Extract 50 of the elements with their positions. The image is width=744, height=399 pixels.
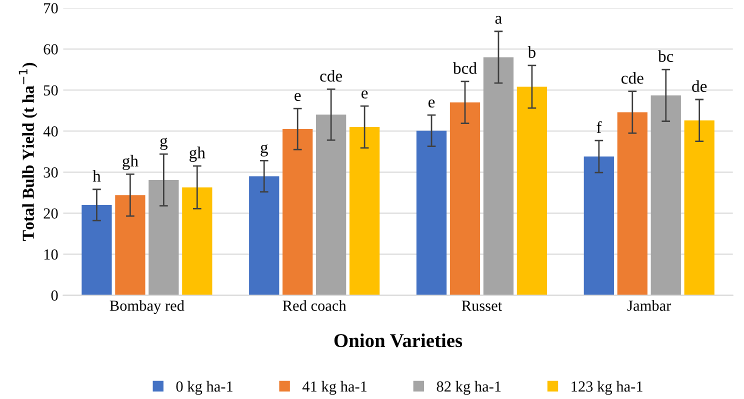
- bar: [115, 195, 146, 296]
- legend-label: 0 kg ha-1: [176, 380, 232, 395]
- bar: [82, 204, 112, 296]
- bar: [182, 187, 212, 296]
- data-label: b: [528, 46, 536, 58]
- legend-label: 41 kg ha-1: [302, 380, 367, 395]
- data-label: h: [92, 170, 101, 182]
- data-label: bcd: [452, 62, 477, 74]
- bar: [349, 126, 380, 296]
- y-tick-label: 50: [44, 85, 58, 96]
- bar: [650, 95, 681, 296]
- legend-label: 123 kg ha-1: [572, 380, 642, 395]
- x-tick-label: Russet: [462, 300, 502, 311]
- y-tick-label: 10: [44, 249, 58, 260]
- y-tick-label: 30: [44, 167, 58, 178]
- data-label: bc: [658, 50, 674, 62]
- data-label: g: [160, 138, 168, 150]
- data-label: gh: [122, 154, 138, 170]
- bar: [483, 57, 514, 296]
- y-tick-label: 60: [44, 44, 58, 54]
- bar: [416, 130, 447, 296]
- x-tick-label: Jambar: [627, 300, 672, 311]
- y-tick-label: 20: [44, 208, 58, 219]
- bar: [516, 86, 548, 296]
- bar: [282, 129, 313, 296]
- y-tick-label: 0: [51, 290, 58, 301]
- bar: [684, 120, 714, 296]
- bar: [249, 176, 280, 296]
- data-label: cde: [621, 72, 644, 84]
- bar: [617, 112, 648, 296]
- bar: [148, 180, 179, 296]
- data-label: g: [260, 144, 268, 156]
- data-label: f: [596, 121, 602, 133]
- data-label: e: [362, 90, 368, 99]
- data-label: e: [294, 92, 301, 101]
- data-label: cde: [320, 70, 342, 82]
- data-label: de: [692, 80, 707, 92]
- bar: [450, 102, 480, 296]
- x-axis-title: Onion Varieties: [334, 333, 462, 348]
- data-label: gh: [190, 146, 206, 162]
- y-tick-label: 70: [44, 3, 58, 14]
- legend-label: 82 kg ha-1: [436, 380, 501, 395]
- bar: [584, 156, 614, 296]
- bar: [316, 114, 346, 296]
- y-tick-label: 40: [43, 126, 58, 137]
- x-tick-label: Red coach: [282, 300, 346, 311]
- data-label: a: [495, 16, 502, 24]
- x-tick-label: Bombay red: [110, 300, 184, 314]
- y-axis-title: Total Bulb Yield (t ha$^{−1}$): [18, 62, 38, 241]
- data-label: e: [428, 100, 435, 108]
